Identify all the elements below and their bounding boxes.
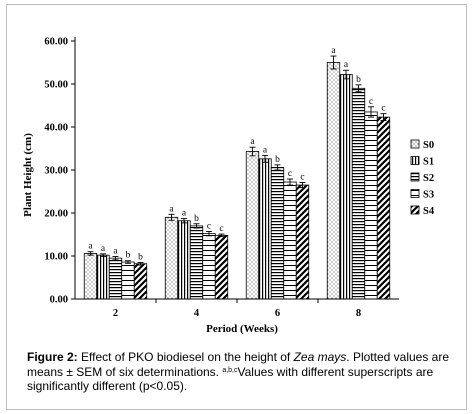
significance-label: c: [300, 172, 304, 182]
bar-s0-week-2: [83, 253, 98, 300]
caption-superscripts: a,b,c: [222, 366, 238, 374]
legend: S0 S1 S2 S3 S4: [410, 139, 435, 217]
y-tick-label: 40.00: [44, 123, 68, 134]
caption-species: Zea mays: [293, 350, 347, 364]
bar-s0-week-4: [164, 216, 179, 300]
bar-s3-week-2: [121, 261, 135, 300]
legend-label-s4: S4: [423, 206, 435, 217]
caption-text-2: . Plotted values are means ± SEM of six …: [27, 350, 450, 379]
caption-text-1: Effect of PKO biodiesel on the height of: [77, 350, 294, 364]
y-tick-label: 10.00: [44, 252, 68, 263]
significance-label: c: [219, 224, 223, 234]
caption-text-3: Values with different superscripts are s…: [27, 364, 434, 394]
legend-swatch-s1: [410, 156, 420, 165]
significance-label: c: [381, 104, 385, 114]
x-tick-label: 4: [194, 308, 200, 319]
significance-label: b: [126, 251, 131, 261]
figure-panel: Plant Height (cm) Period (Weeks) 0.00 10.…: [6, 4, 467, 410]
legend-label-s2: S2: [423, 173, 434, 184]
x-tick-label: 6: [275, 308, 280, 319]
legend-label-s1: S1: [423, 157, 434, 168]
bar-s1-week-4: [177, 220, 191, 300]
y-tick-label: 20.00: [44, 209, 68, 220]
significance-label: a: [263, 145, 268, 155]
bar-s4-week-6: [295, 184, 310, 300]
legend-swatch-s4: [410, 205, 420, 215]
significance-label: c: [207, 221, 211, 231]
significance-label: a: [101, 244, 106, 254]
y-tick-label: 50.00: [44, 80, 68, 91]
bar-s1-week-8: [339, 74, 353, 300]
bar-s3-week-6: [283, 181, 297, 300]
bar-s0-week-6: [245, 151, 260, 300]
bar-chart: Plant Height (cm) Period (Weeks) 0.00 10.…: [22, 37, 435, 336]
axes: [74, 37, 399, 300]
bar-s2-week-8: [351, 87, 366, 300]
y-tick-label: 0.00: [50, 295, 68, 306]
significance-label: a: [182, 209, 187, 219]
significance-label: a: [113, 246, 118, 256]
legend-swatch-s2: [410, 172, 420, 182]
significance-label: b: [194, 214, 199, 224]
bar-s3-week-8: [364, 111, 378, 300]
x-axis-ticks: 2 4 6 8: [113, 299, 361, 319]
significance-label: b: [356, 75, 361, 85]
y-tick-label: 60.00: [44, 37, 68, 48]
figure-caption: Figure 2: Effect of PKO biodiesel on the…: [27, 350, 467, 394]
significance-label: a: [88, 242, 93, 252]
bar-s4-week-2: [133, 263, 148, 300]
significance-label: a: [250, 137, 255, 147]
bar-s0-week-8: [326, 62, 341, 300]
x-tick-label: 2: [113, 308, 118, 319]
y-tick-label: 30.00: [44, 166, 68, 177]
legend-label-s0: S0: [423, 140, 434, 151]
bar-s1-week-2: [96, 254, 110, 300]
significance-label: b: [138, 252, 143, 262]
y-axis-ticks: 0.00 10.00 20.00 30.00 40.00 50.00 60.00: [44, 37, 75, 306]
bar-s2-week-2: [108, 257, 123, 300]
bar-s3-week-4: [202, 233, 216, 300]
bar-s2-week-4: [189, 225, 204, 300]
y-axis-title: Plant Height (cm): [22, 133, 34, 217]
significance-label: a: [169, 204, 174, 214]
legend-swatch-s3: [410, 189, 420, 198]
legend-label-s3: S3: [423, 190, 434, 201]
bar-s4-week-4: [214, 234, 229, 300]
significance-label: b: [275, 155, 280, 165]
significance-label: c: [288, 169, 292, 179]
bar-s4-week-8: [376, 116, 391, 300]
bar-s1-week-6: [258, 158, 272, 300]
figure-label: Figure 2:: [27, 350, 78, 364]
significance-label: a: [344, 60, 349, 70]
x-tick-label: 8: [356, 308, 361, 319]
legend-swatch-s0: [410, 139, 420, 149]
x-axis-title: Period (Weeks): [206, 323, 278, 335]
bar-s2-week-6: [270, 167, 285, 300]
significance-label: a: [331, 46, 336, 56]
significance-label: c: [369, 97, 373, 107]
